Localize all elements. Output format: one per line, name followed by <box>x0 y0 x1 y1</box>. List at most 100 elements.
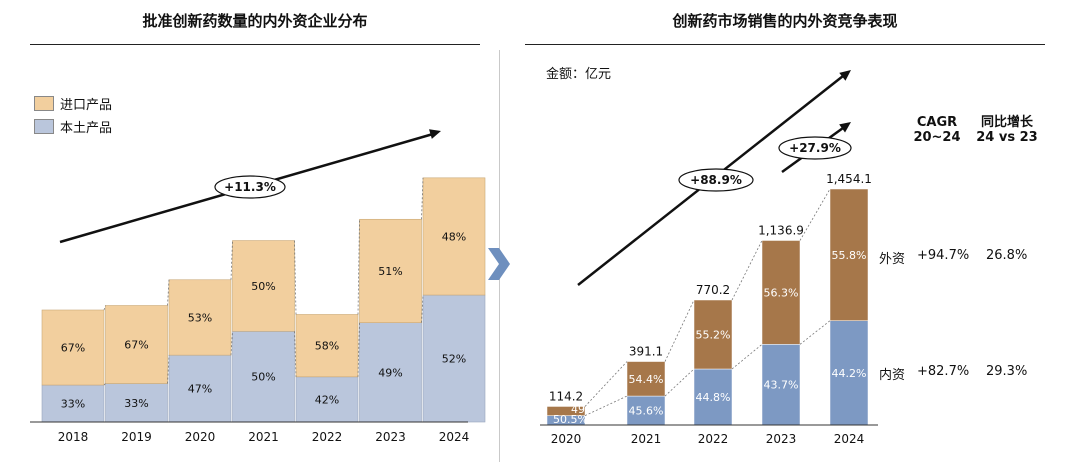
x-tick-2023: 2023 <box>375 430 406 444</box>
connector-total <box>294 240 297 315</box>
x-tick-2021: 2021 <box>631 432 662 446</box>
bar-domestic-2024 <box>829 320 869 426</box>
connector-domestic <box>167 355 170 384</box>
bar-import-2019 <box>105 305 168 384</box>
right-chart-title: 创新药市场销售的内外资竞争表现 <box>672 12 898 30</box>
label-domestic-2022: 42% <box>315 393 339 406</box>
connector-total <box>584 361 628 407</box>
connector-total <box>230 240 233 280</box>
x-tick-2018: 2018 <box>58 430 89 444</box>
label-domestic-2019: 33% <box>124 397 148 410</box>
unit-label: 金额：亿元 <box>546 67 612 82</box>
x-tick-2022: 2022 <box>312 430 343 444</box>
x-tick-2024: 2024 <box>439 430 470 444</box>
bar-import-2024 <box>422 177 486 296</box>
total-label-2023: 1,136.9 <box>758 223 804 237</box>
label-import-2018: 67% <box>61 342 85 355</box>
growth-badge <box>214 175 286 199</box>
yoy-header-line1: 同比增长 <box>980 115 1033 130</box>
bar-foreign-2022 <box>693 299 733 370</box>
legend-item-domestic: 本土产品 <box>34 117 112 136</box>
cagr-header-line2: 20~24 <box>913 130 961 145</box>
x-tick-2024: 2024 <box>834 432 865 446</box>
label-foreign-2024: 55.8% <box>832 249 867 262</box>
connector-domestic <box>357 322 360 377</box>
row-domestic-yoy: 29.3% <box>986 364 1028 379</box>
label-domestic-2020: 47% <box>188 383 212 396</box>
growth-badge-short-label: +27.9% <box>789 141 841 155</box>
yoy-header-line2: 24 vs 23 <box>976 130 1038 145</box>
bar-domestic-2023 <box>761 344 801 426</box>
cagr-header: CAGR 20~24 <box>905 115 969 145</box>
row-domestic-label: 内资 <box>879 368 906 383</box>
trend-arrowhead-long <box>839 70 851 81</box>
left-stacked-bar-chart: 33% 67% 2018 33% 67% 2019 47% 53% 2020 50% 50% 2021… <box>30 129 486 444</box>
x-tick-2019: 2019 <box>121 430 152 444</box>
label-domestic-2023: 49% <box>378 366 402 379</box>
legend-label-domestic: 本土产品 <box>60 121 113 136</box>
legend-swatch-domestic <box>34 119 54 134</box>
yoy-header: 同比增长 24 vs 23 <box>970 115 1044 145</box>
growth-badge-label: +11.3% <box>224 180 276 194</box>
row-foreign-yoy: 26.8% <box>986 248 1028 263</box>
x-tick-2021: 2021 <box>248 430 279 444</box>
connector-domestic <box>664 368 695 397</box>
row-domestic-cagr: +82.7% <box>917 364 970 379</box>
label-foreign-2020: 49.5% <box>571 403 606 416</box>
bar-foreign-2020 <box>546 406 586 416</box>
growth-badge-short <box>778 136 852 160</box>
total-label-2021: 391.1 <box>629 345 663 359</box>
label-domestic-2021: 45.6% <box>629 405 664 418</box>
label-foreign-2021: 54.4% <box>629 373 664 386</box>
growth-badge-long <box>678 168 754 192</box>
connector-domestic <box>421 295 424 323</box>
connector-total <box>167 279 170 306</box>
legend-item-import: 进口产品 <box>34 94 112 113</box>
row-foreign-cagr: +94.7% <box>917 248 970 263</box>
bar-domestic-2022 <box>295 376 359 423</box>
cagr-header-line1: CAGR <box>916 115 958 130</box>
connector-domestic <box>799 320 831 345</box>
trend-arrowhead <box>429 129 441 139</box>
row-foreign-label: 外资 <box>879 252 906 267</box>
bar-import-2022 <box>295 314 359 378</box>
bar-domestic-2021 <box>626 395 666 426</box>
chevron-right-icon <box>488 248 510 280</box>
connector-total <box>731 240 763 301</box>
bar-import-2021 <box>232 240 295 332</box>
connector-domestic <box>103 383 106 386</box>
label-domestic-2021: 50% <box>251 371 275 384</box>
left-chart-title: 批准创新药数量的内外资企业分布 <box>142 12 368 30</box>
label-foreign-2022: 55.2% <box>696 328 731 341</box>
label-domestic-2023: 43.7% <box>764 379 799 392</box>
bar-domestic-2023 <box>359 322 422 423</box>
bar-domestic-2019 <box>105 383 168 423</box>
x-tick-2020: 2020 <box>185 430 216 444</box>
bar-foreign-2023 <box>761 240 801 345</box>
connector-domestic <box>294 331 297 377</box>
bar-import-2018 <box>41 309 105 386</box>
label-domestic-2018: 33% <box>61 398 85 411</box>
bar-domestic-2021 <box>232 330 295 423</box>
bar-foreign-2021 <box>626 361 666 397</box>
total-label-2024: 1,454.1 <box>826 172 872 186</box>
label-import-2024: 48% <box>442 230 466 243</box>
label-domestic-2024: 52% <box>442 353 466 366</box>
legend-label-import: 进口产品 <box>60 98 113 113</box>
label-domestic-2024: 44.2% <box>832 367 867 380</box>
connector-total <box>421 177 424 220</box>
total-label-2022: 770.2 <box>696 283 730 297</box>
connector-total <box>664 299 695 362</box>
connector-total <box>103 305 106 311</box>
growth-badge-long-label: +88.9% <box>690 173 742 187</box>
total-label-2020: 114.2 <box>549 389 583 403</box>
bar-import-2020 <box>168 279 232 356</box>
label-foreign-2023: 56.3% <box>764 286 799 299</box>
label-import-2022: 58% <box>315 340 339 353</box>
connector-total <box>799 188 831 241</box>
connector-domestic <box>731 344 763 370</box>
x-tick-2023: 2023 <box>766 432 797 446</box>
left-title-rule <box>30 44 480 45</box>
label-import-2021: 50% <box>251 280 275 293</box>
label-domestic-2020: 50.5% <box>553 413 588 426</box>
